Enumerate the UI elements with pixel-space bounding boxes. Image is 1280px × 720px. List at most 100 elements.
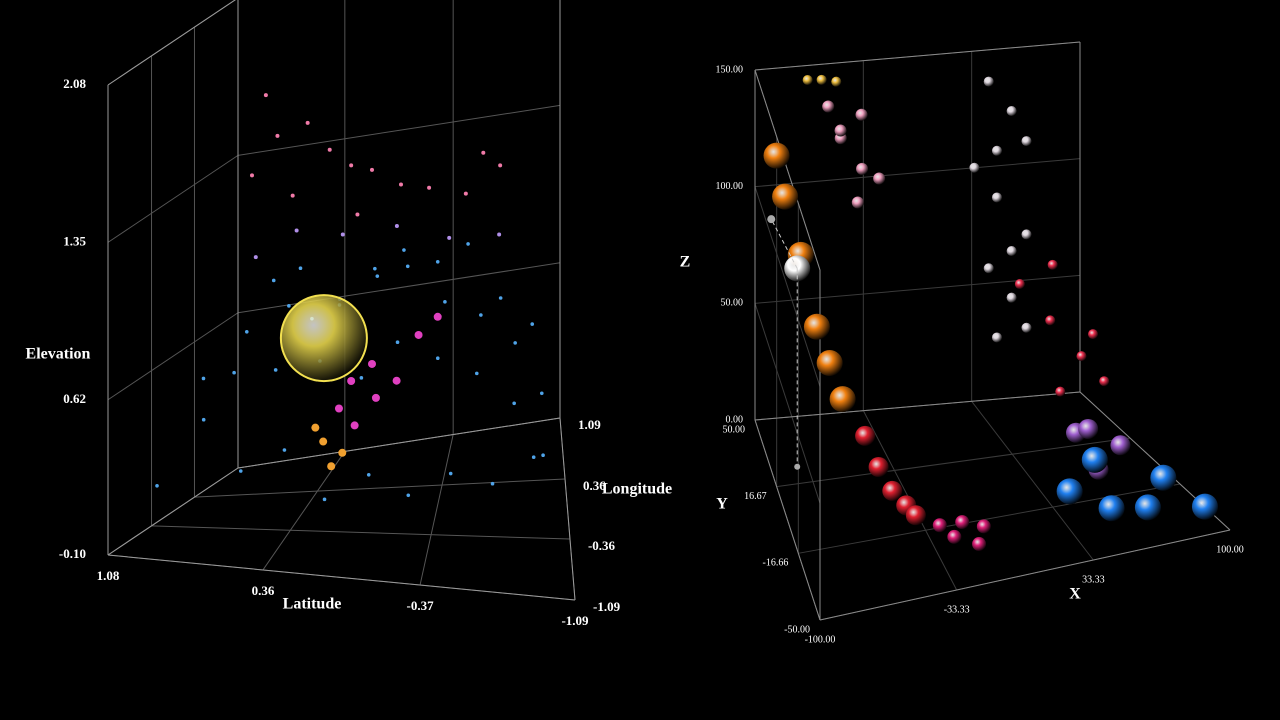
data-point xyxy=(851,196,864,209)
data-point xyxy=(367,359,376,368)
data-point xyxy=(831,76,842,87)
grid-line xyxy=(754,186,821,387)
z-tick-label: 0.62 xyxy=(63,391,86,406)
data-point xyxy=(481,150,486,155)
data-point xyxy=(1055,386,1066,397)
data-point xyxy=(1110,435,1131,456)
data-point xyxy=(271,278,276,283)
grid-line xyxy=(107,312,239,401)
data-point xyxy=(969,162,980,173)
y-tick-label: -1.09 xyxy=(593,599,621,614)
data-point xyxy=(479,313,483,317)
data-point xyxy=(406,493,411,498)
z-tick-label: 100.00 xyxy=(716,181,744,192)
x-tick-label: 33.33 xyxy=(1082,574,1105,585)
box-edge xyxy=(754,69,821,271)
data-point xyxy=(443,300,447,304)
x-tick-label: 1.08 xyxy=(97,568,120,583)
data-point xyxy=(466,242,470,246)
grid-line xyxy=(754,274,1081,304)
data-point xyxy=(834,124,847,137)
data-point xyxy=(947,529,962,544)
guide-end xyxy=(794,463,801,470)
z-tick-label: 2.08 xyxy=(63,76,86,91)
data-point xyxy=(1021,322,1032,333)
data-point xyxy=(1076,351,1087,362)
data-point xyxy=(474,371,479,376)
data-point xyxy=(539,391,544,396)
data-point xyxy=(1150,464,1177,491)
data-point xyxy=(855,425,876,446)
data-point xyxy=(991,332,1002,343)
z-axis-title: Z xyxy=(680,254,691,271)
data-point xyxy=(856,162,869,175)
grid-line xyxy=(798,483,1181,554)
y-tick-label: -50.00 xyxy=(784,624,810,635)
data-point xyxy=(447,235,452,240)
data-point xyxy=(369,167,374,172)
grid-line xyxy=(262,451,346,571)
box-edge xyxy=(559,417,576,601)
data-point xyxy=(201,376,206,381)
data-point xyxy=(282,448,287,452)
data-point xyxy=(359,376,364,380)
data-point xyxy=(305,120,310,125)
data-point xyxy=(1014,279,1025,290)
data-point xyxy=(340,232,345,237)
chart-left: 1.08 0.36 -0.37 -1.09 -1.09 -0.36 0.36 1.09 -0.1… xyxy=(26,0,672,628)
data-point xyxy=(1099,376,1110,387)
grid-line xyxy=(237,262,561,314)
z-tick-label: 150.00 xyxy=(716,64,744,75)
data-point xyxy=(244,329,249,334)
data-point xyxy=(1006,246,1017,257)
data-point xyxy=(433,312,442,321)
data-point xyxy=(497,232,502,237)
grid-line xyxy=(151,525,570,540)
y-tick-label: -0.36 xyxy=(588,538,616,553)
chart-right: -100.00 -33.33 33.33 100.00 -50.00 -16.66 16.6… xyxy=(680,41,1244,645)
data-point xyxy=(448,471,453,476)
data-point xyxy=(402,248,406,252)
data-point xyxy=(463,191,468,196)
data-point xyxy=(932,518,947,533)
grid-line xyxy=(237,104,561,156)
data-point xyxy=(355,212,360,217)
data-point xyxy=(816,350,843,377)
data-point xyxy=(512,401,516,406)
data-point xyxy=(405,264,410,269)
data-point xyxy=(366,472,371,477)
box-edge xyxy=(754,419,821,621)
data-point xyxy=(371,393,380,402)
data-point xyxy=(1045,315,1056,326)
data-point xyxy=(490,481,495,486)
x-axis-title: Latitude xyxy=(283,596,342,613)
z-axis-title: Elevation xyxy=(26,346,91,363)
x-tick-label: -1.09 xyxy=(561,613,589,628)
data-point xyxy=(253,255,258,260)
data-point xyxy=(541,453,545,457)
data-point xyxy=(1056,478,1083,505)
data-point xyxy=(350,421,359,430)
data-point xyxy=(319,437,328,446)
data-point xyxy=(1134,494,1161,521)
y-tick-label: 0.36 xyxy=(583,478,606,493)
y-tick-label: 50.00 xyxy=(723,424,746,435)
data-point xyxy=(373,266,377,271)
data-point xyxy=(322,497,327,502)
data-point xyxy=(498,163,503,168)
data-point xyxy=(991,145,1002,156)
data-point xyxy=(983,263,994,274)
box-edge xyxy=(237,417,561,469)
data-point xyxy=(1081,446,1108,473)
data-point xyxy=(249,173,254,178)
box-edge xyxy=(754,391,1081,421)
z-tick-label: 50.00 xyxy=(721,298,744,309)
box-edge xyxy=(754,41,1081,71)
data-point xyxy=(311,423,320,432)
data-point xyxy=(338,448,347,457)
data-point xyxy=(1191,493,1218,520)
data-point xyxy=(513,341,517,345)
data-point xyxy=(1021,229,1032,240)
x-tick-label: -100.00 xyxy=(805,634,836,645)
data-point xyxy=(349,163,354,168)
